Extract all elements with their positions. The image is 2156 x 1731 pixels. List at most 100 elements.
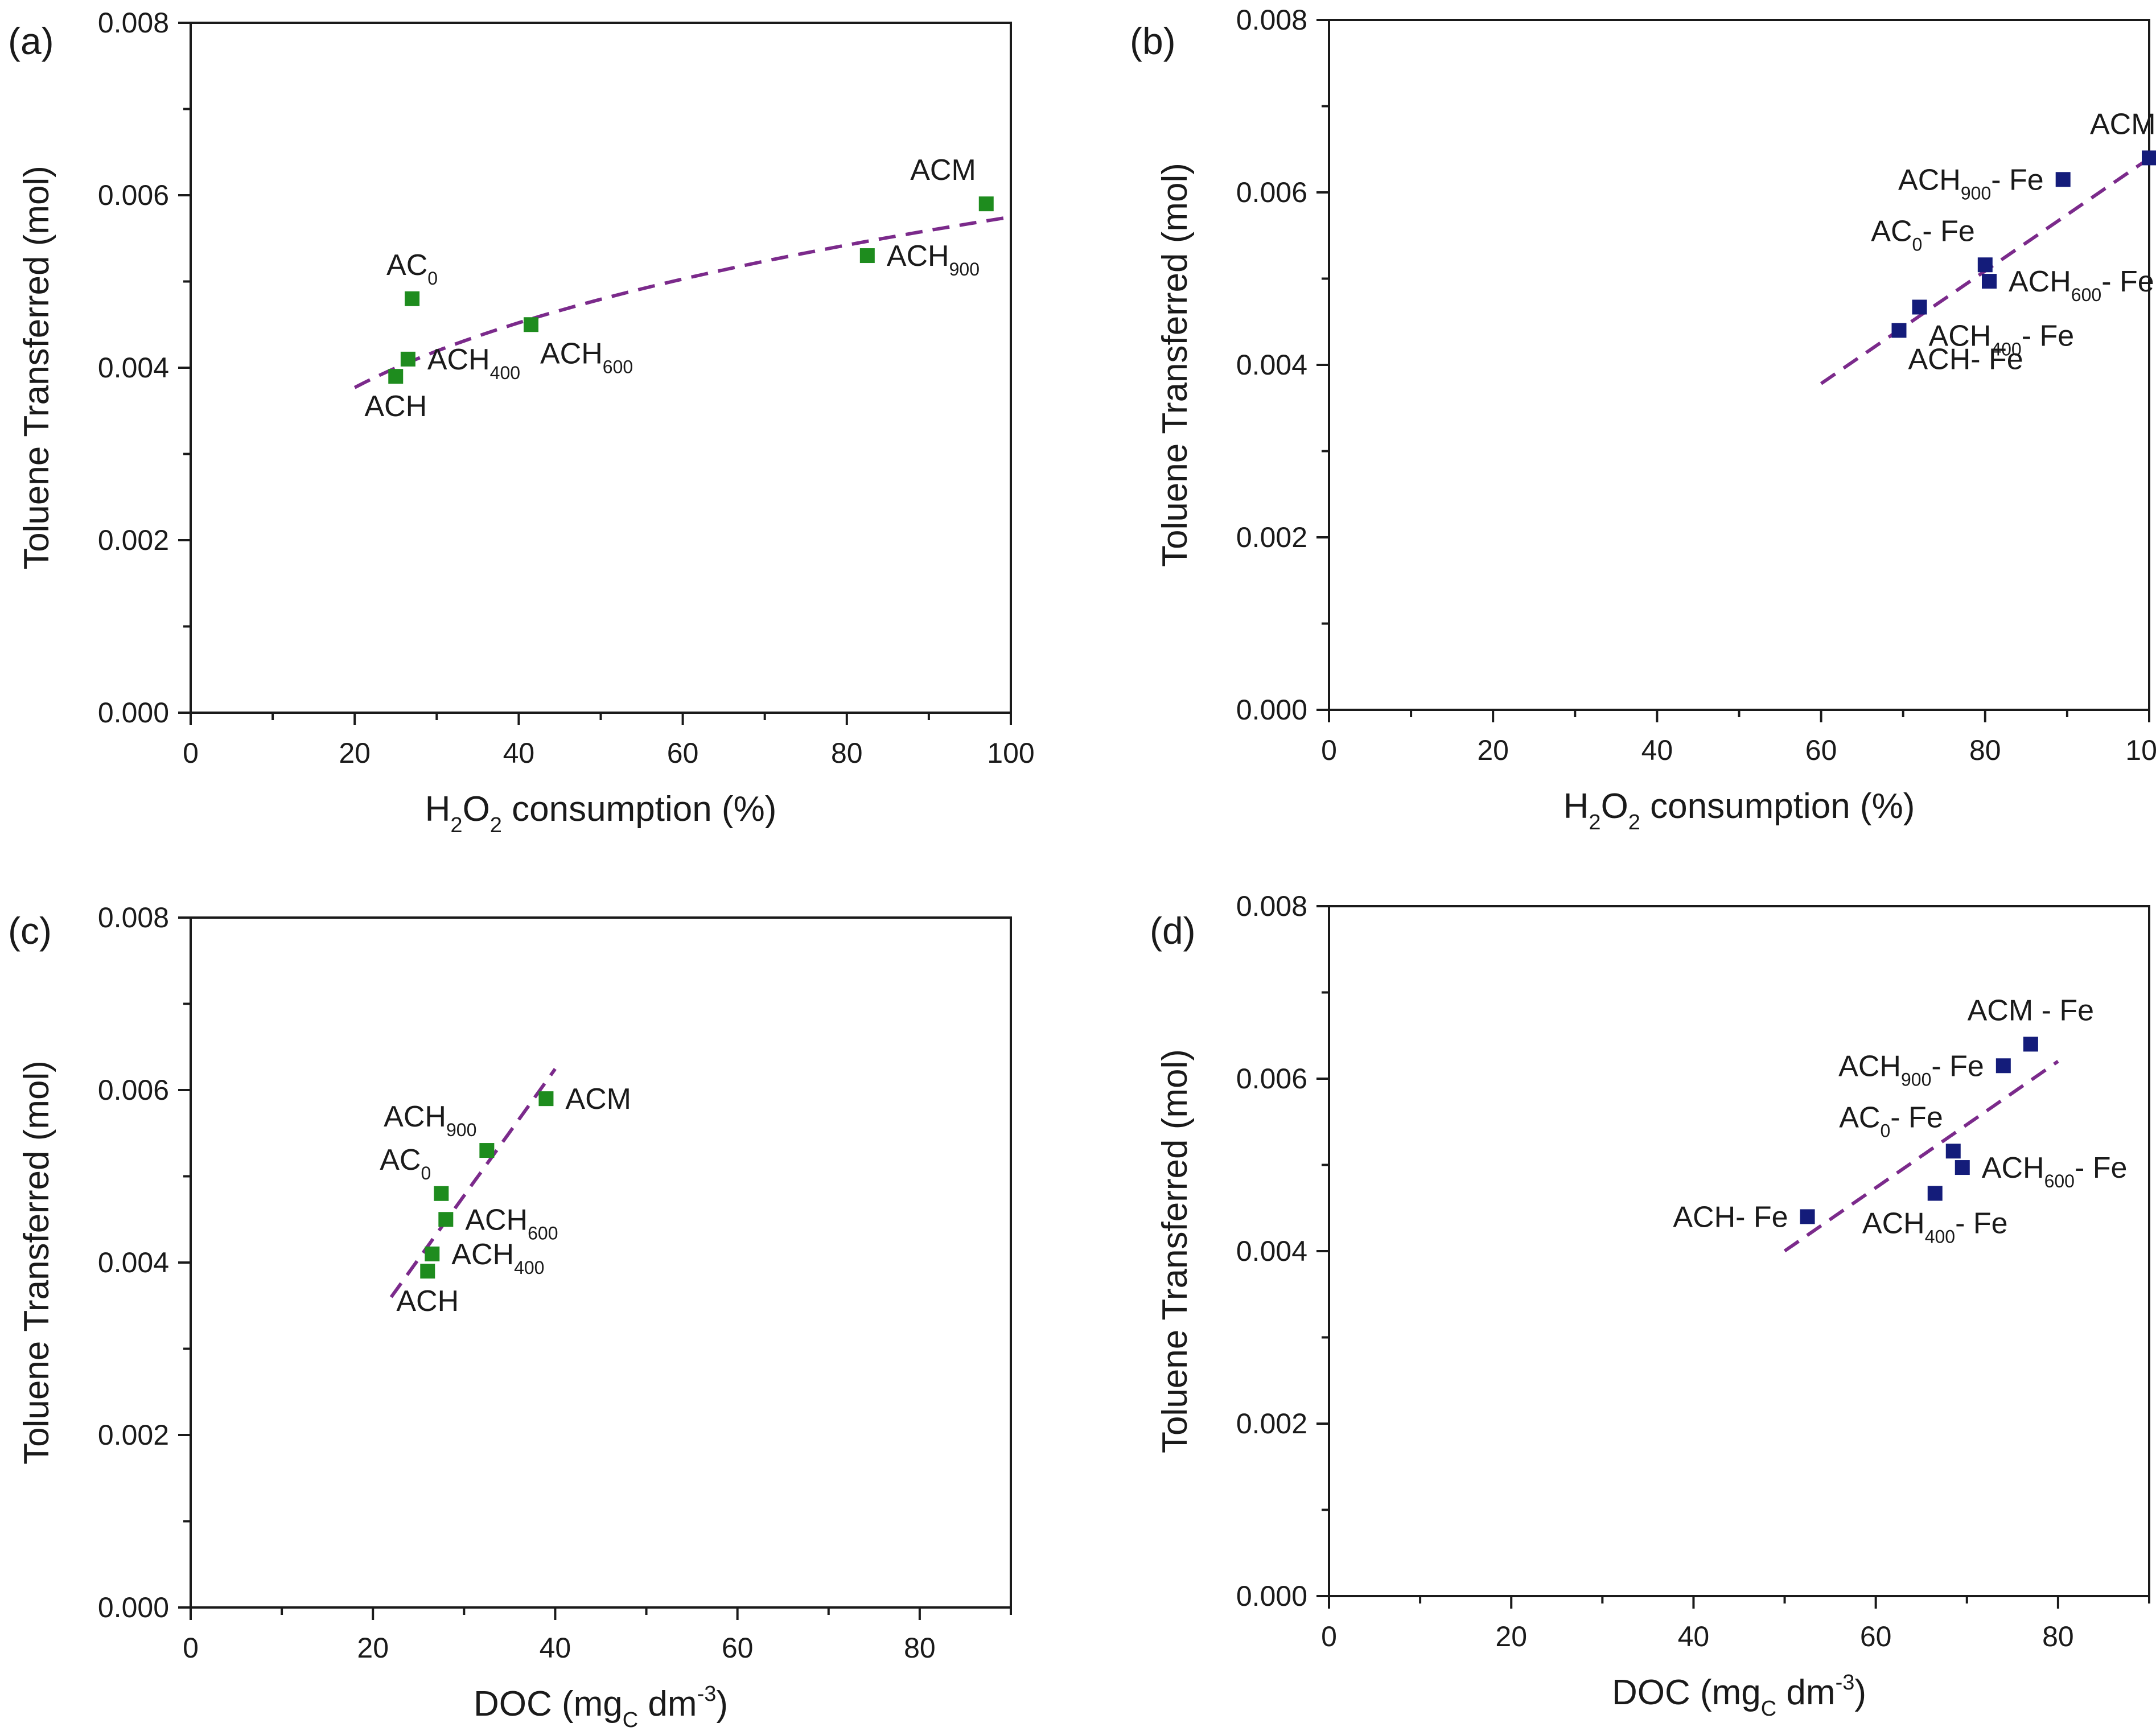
x-tick-label: 60 (722, 1632, 754, 1664)
data-label-ACH400-Fe: ACH400- Fe (1929, 319, 2075, 359)
data-point-ACH400-Fe (1927, 1186, 1943, 1201)
y-axis-title: Toluene Transferred (mol) (1155, 163, 1195, 567)
y-tick-label: 0.008 (1236, 4, 1307, 36)
y-tick-label: 0.000 (98, 1592, 169, 1623)
data-label-AC0: AC0 (386, 249, 438, 289)
fit-line (1783, 1060, 2059, 1253)
y-tick-label: 0.004 (1236, 1235, 1307, 1267)
data-point-ACM-Fe (2023, 1037, 2038, 1052)
y-axis-title: Toluene Transferred (mol) (17, 166, 56, 570)
x-tick-label: 0 (1321, 1621, 1337, 1652)
y-tick-label: 0.006 (98, 179, 169, 211)
data-label-AC0-Fe: AC0- Fe (1839, 1101, 1943, 1141)
panel-label: (a) (8, 20, 54, 62)
x-tick-label: 0 (183, 1632, 199, 1664)
x-tick-label: 100 (987, 737, 1034, 769)
data-label-ACH400: ACH400 (427, 343, 520, 383)
x-tick-label: 0 (183, 737, 199, 769)
data-point-ACH900-Fe (2055, 172, 2071, 187)
data-point-ACH600-Fe (1955, 1160, 1970, 1175)
data-label-ACH900-Fe: ACH900- Fe (1838, 1050, 1984, 1089)
data-label-ACH400: ACH400 (451, 1238, 544, 1278)
x-tick-label: 20 (1477, 734, 1509, 766)
data-label-ACH: ACH (396, 1285, 459, 1318)
x-tick-label: 80 (2042, 1621, 2074, 1652)
fit-line (353, 215, 1011, 389)
data-label-ACH400-Fe: ACH400- Fe (1862, 1207, 2008, 1247)
panel-b: (b) 0 20 40 60 80 100 0.000 0.002 0.004 0.006 0.008… (1130, 4, 2156, 834)
data-point-ACM (538, 1091, 554, 1107)
panel-a: (a) 0 20 40 60 80 100 0.000 0.002 0.004 0.006 0.008… (8, 7, 1035, 837)
data-point-AC0 (434, 1186, 449, 1201)
x-tick-label: 60 (667, 737, 699, 769)
data-point-AC0 (405, 291, 420, 306)
data-label-ACH600: ACH600 (540, 337, 633, 377)
x-tick-label: 40 (503, 737, 535, 769)
y-tick-label: 0.006 (1236, 176, 1307, 208)
data-label-ACH900-Fe: ACH900- Fe (1898, 163, 2044, 203)
data-point-ACH900-Fe (1995, 1058, 2011, 1074)
y-tick-label: 0.000 (1236, 694, 1307, 726)
x-tick-label: 60 (1805, 734, 1837, 766)
data-point-ACM (978, 196, 994, 212)
panel-label: (b) (1130, 20, 1176, 62)
data-label-ACH900: ACH900 (384, 1100, 476, 1140)
y-tick-label: 0.006 (98, 1074, 169, 1106)
x-tick-label: 20 (339, 737, 371, 769)
panels: (a) 0 20 40 60 80 100 0.000 0.002 0.004 0.006 0.008… (8, 4, 2156, 1731)
data-label-ACM-Fe: ACM- Fe (2090, 108, 2156, 141)
data-point-ACH400-Fe (1912, 299, 1927, 315)
data-label-ACM-Fe: ACM - Fe (1968, 994, 2094, 1027)
y-tick-label: 0.006 (1236, 1063, 1307, 1095)
data-label-AC0-Fe: AC0- Fe (1871, 215, 1975, 254)
data-point-AC0-Fe (1977, 257, 1993, 273)
y-tick-label: 0.002 (98, 1419, 169, 1451)
y-tick-label: 0.000 (1236, 1580, 1307, 1612)
data-point-ACH (388, 369, 404, 384)
data-point-ACH400 (425, 1246, 440, 1261)
x-tick-label: 40 (1641, 734, 1673, 766)
data-point-ACH400 (400, 351, 415, 367)
x-axis-title: H2O2 consumption (%) (1563, 787, 1915, 834)
data-point-ACM-Fe (2142, 150, 2156, 166)
x-axis-title: DOC (mgC dm-3) (474, 1682, 728, 1731)
x-tick-label: 40 (540, 1632, 571, 1664)
y-tick-label: 0.008 (1236, 890, 1307, 922)
y-tick-label: 0.008 (98, 7, 169, 39)
data-label-ACH-Fe: ACH- Fe (1908, 343, 2023, 376)
data-label-ACH600: ACH600 (465, 1203, 558, 1243)
y-tick-label: 0.008 (98, 902, 169, 934)
panel-c: (c) 0 20 40 60 80 0.000 0.002 0.004 0.006 0.008 DOC… (8, 902, 1012, 1731)
data-point-ACH900 (479, 1143, 495, 1158)
data-point-AC0-Fe (1945, 1144, 1961, 1159)
y-tick-label: 0.004 (98, 352, 169, 384)
y-tick-label: 0.002 (98, 524, 169, 556)
x-tick-label: 80 (831, 737, 863, 769)
data-point-ACH600-Fe (1982, 274, 1997, 289)
x-tick-label: 60 (1860, 1621, 1892, 1652)
panel-d: (d) 0 20 40 60 80 0.000 0.002 0.004 0.006 0.008 DOC… (1150, 890, 2150, 1721)
data-point-ACH600 (438, 1212, 454, 1227)
x-tick-label: 80 (1969, 734, 2001, 766)
x-tick-label: 80 (904, 1632, 936, 1664)
panel-label: (c) (8, 910, 52, 952)
data-label-AC0: AC0 (380, 1144, 431, 1183)
y-axis-title: Toluene Transferred (mol) (17, 1060, 56, 1465)
x-axis-title: H2O2 consumption (%) (425, 790, 777, 837)
data-label-ACM: ACM (910, 154, 976, 187)
panel-label: (d) (1150, 910, 1196, 952)
x-axis-title: DOC (mgC dm-3) (1612, 1671, 1866, 1721)
x-tick-label: 40 (1678, 1621, 1710, 1652)
data-label-ACH600-Fe: ACH600- Fe (1982, 1152, 2128, 1191)
fit-line (389, 1068, 557, 1298)
data-point-ACH (420, 1264, 435, 1279)
y-tick-label: 0.004 (98, 1247, 169, 1278)
data-point-ACH-Fe (1891, 323, 1907, 338)
data-point-ACH-Fe (1800, 1209, 1815, 1224)
y-tick-label: 0.004 (1236, 349, 1307, 381)
y-tick-label: 0.002 (1236, 521, 1307, 553)
y-axis-title: Toluene Transferred (mol) (1155, 1049, 1195, 1453)
data-label-ACM: ACM (565, 1083, 631, 1116)
